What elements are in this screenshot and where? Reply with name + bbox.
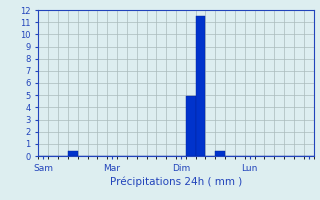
Bar (196, 16, 205, 156)
Bar (186, 96, 196, 156)
X-axis label: Précipitations 24h ( mm ): Précipitations 24h ( mm ) (110, 177, 242, 187)
Bar (68, 151, 78, 156)
Bar (215, 151, 225, 156)
